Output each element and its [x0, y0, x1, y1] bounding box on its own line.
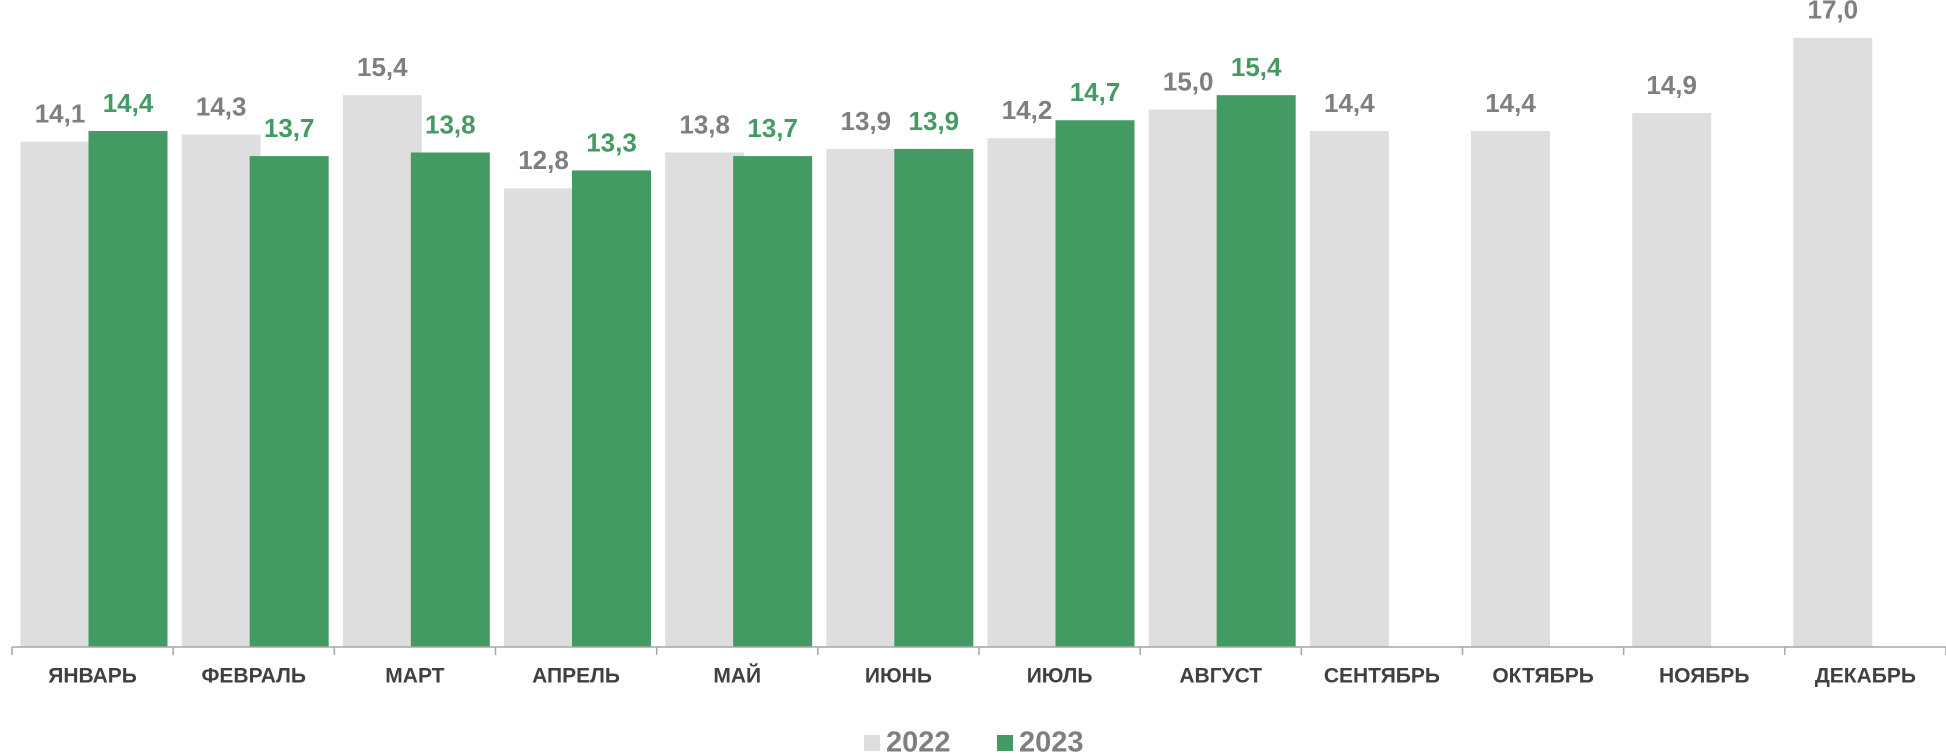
bar: [733, 156, 813, 648]
x-tick-label: АВГУСТ: [1179, 665, 1262, 688]
data-label: 13,7: [264, 113, 315, 143]
x-tick-label: НОЯБРЬ: [1659, 665, 1750, 688]
bar: [572, 170, 651, 647]
data-label: 15,0: [1163, 66, 1214, 96]
data-label: 17,0: [1808, 0, 1859, 25]
data-label: 15,4: [357, 52, 408, 82]
bar: [1632, 113, 1712, 648]
bar: [342, 95, 422, 647]
data-label: 12,8: [518, 145, 569, 175]
data-label: 14,3: [196, 91, 247, 121]
bar: [504, 188, 583, 648]
x-tick-label: МАРТ: [385, 665, 444, 688]
x-tick-label: ЯНВАРЬ: [48, 665, 137, 688]
data-label: 13,8: [679, 109, 730, 139]
data-label: 14,2: [1002, 95, 1053, 125]
legend-swatch: [997, 735, 1013, 751]
x-tick-label: ИЮНЬ: [865, 665, 932, 688]
bar: [1216, 95, 1296, 647]
legend-label: 2023: [1019, 727, 1084, 756]
bar: [826, 148, 906, 647]
bar: [1055, 120, 1135, 647]
data-label: 13,3: [586, 127, 637, 157]
data-label: 13,9: [909, 106, 960, 136]
legend-label: 2022: [886, 727, 951, 756]
data-label: 14,9: [1646, 70, 1697, 100]
data-label: 14,7: [1070, 77, 1121, 107]
bar: [410, 152, 490, 647]
bar: [1309, 131, 1389, 647]
bar: [181, 134, 261, 648]
data-label: 13,9: [841, 106, 892, 136]
bar: [1148, 109, 1228, 647]
bar: [1471, 131, 1550, 647]
x-tick-label: СЕНТЯБРЬ: [1324, 665, 1440, 688]
legend-swatch: [864, 735, 880, 751]
bar: [665, 152, 745, 647]
bar: [249, 156, 329, 648]
bar: [894, 148, 974, 647]
x-tick-label: ФЕВРАЛЬ: [201, 665, 306, 688]
bar: [20, 141, 100, 647]
bar: [88, 131, 168, 647]
x-tick-label: ОКТЯБРЬ: [1492, 665, 1594, 688]
data-label: 14,4: [103, 88, 154, 118]
data-label: 14,4: [1324, 88, 1375, 118]
data-label: 14,1: [35, 99, 86, 129]
data-label: 13,8: [425, 109, 476, 139]
bar: [1793, 37, 1873, 648]
data-label: 15,4: [1231, 52, 1282, 82]
x-tick-label: ИЮЛЬ: [1027, 665, 1093, 688]
data-label: 13,7: [747, 113, 798, 143]
x-tick-label: АПРЕЛЬ: [532, 665, 620, 688]
x-tick-label: МАЙ: [713, 664, 761, 688]
data-label: 14,4: [1485, 88, 1536, 118]
x-tick-label: ДЕКАБРЬ: [1815, 665, 1916, 688]
bar: [987, 138, 1067, 647]
